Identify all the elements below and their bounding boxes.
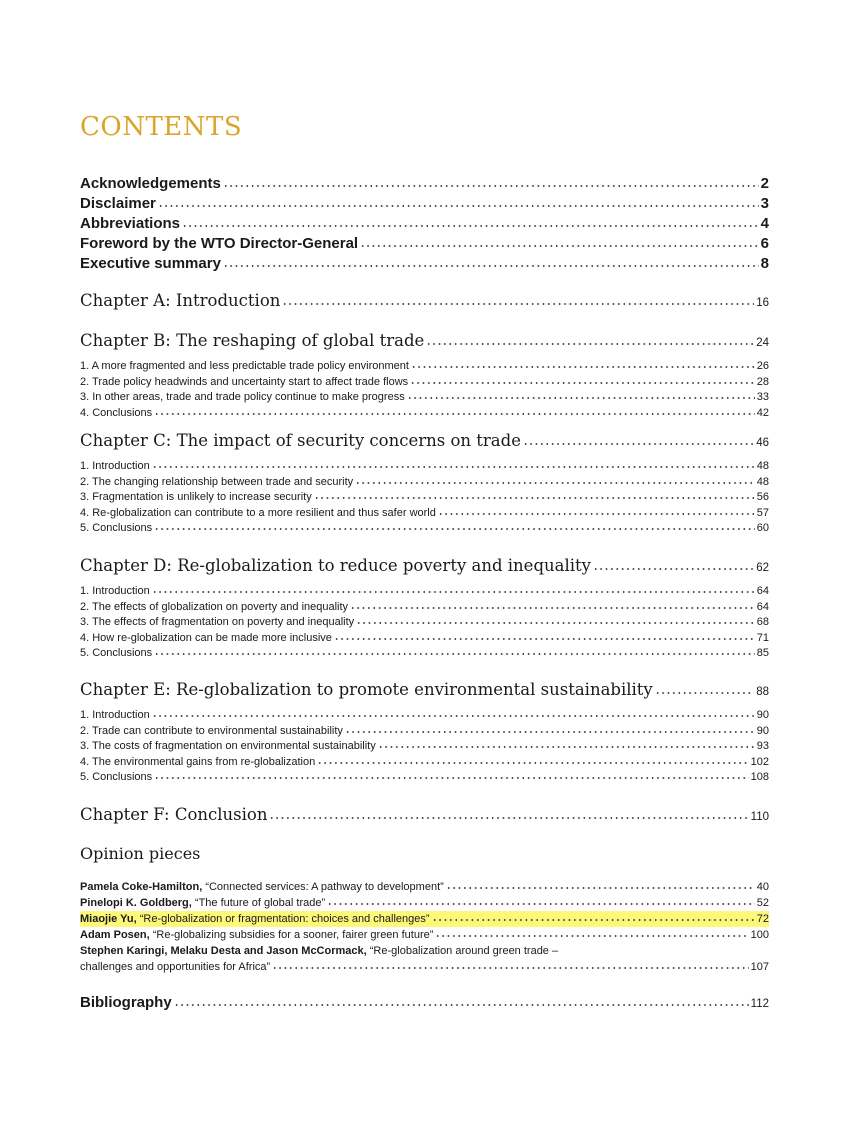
toc-entry-chapter[interactable]: Chapter B: The reshaping of global trade… [80, 331, 769, 350]
opinion-entry[interactable]: Stephen Karingi, Melaku Desta and Jason … [80, 945, 559, 957]
toc-entry-abbreviations[interactable]: Abbreviations 4 [80, 215, 769, 232]
toc-entry-section[interactable]: 3. The costs of fragmentation on environ… [80, 740, 769, 753]
toc-entry-chapter[interactable]: Chapter A: Introduction 16 [80, 291, 769, 310]
dot-leader [313, 496, 755, 501]
chapter-section: Chapter B: The reshaping of global trade… [80, 330, 769, 421]
toc-entry-chapter[interactable]: Chapter F: Conclusion 110 [80, 805, 769, 824]
toc-entry-section[interactable]: 5. Conclusions 85 [80, 647, 769, 660]
opinion-entry-highlighted[interactable]: Miaojie Yu, “Re-globalization or fragmen… [80, 911, 769, 927]
bibliography-section: Bibliography 112 [80, 993, 769, 1013]
toc-entry-chapter[interactable]: Chapter D: Re-globalization to reduce po… [80, 556, 769, 575]
chapter-section: Chapter F: Conclusion 110 [80, 804, 769, 826]
opinion-entry[interactable]: Adam Posen, “Re-globalizing subsidies fo… [80, 929, 769, 941]
dot-leader [154, 776, 749, 781]
toc-entry-section[interactable]: 5. Conclusions 108 [80, 771, 769, 784]
dot-leader [410, 365, 755, 369]
dot-leader [269, 816, 749, 820]
dot-leader [654, 691, 755, 695]
dot-leader [151, 714, 755, 718]
opinion-pieces-heading: Opinion pieces [80, 844, 201, 863]
front-matter: Acknowledgements 2 Disclaimer 3 Abbreviati… [80, 174, 769, 274]
dot-leader [435, 934, 749, 938]
toc-entry-foreword[interactable]: Foreword by the WTO Director-General 6 [80, 235, 769, 252]
dot-leader [182, 224, 759, 228]
dot-leader [317, 760, 749, 765]
dot-leader [154, 527, 755, 532]
dot-leader [355, 480, 755, 485]
toc-entry-section[interactable]: 2. Trade can contribute to environmental… [80, 724, 769, 737]
dot-leader [445, 886, 755, 890]
dot-leader [437, 511, 755, 516]
dot-leader [222, 264, 759, 268]
dot-leader [173, 1003, 749, 1007]
toc-entry-section[interactable]: 1. A more fragmented and less predictabl… [80, 360, 769, 372]
page-title: CONTENTS [80, 112, 243, 142]
chapter-section: Chapter C: The impact of security concer… [80, 430, 769, 537]
dot-leader [327, 902, 755, 906]
toc-entry-section[interactable]: 1. Introduction 48 [80, 460, 769, 472]
chapter-section: Chapter E: Re-globalization to promote e… [80, 679, 769, 786]
opinion-entry-continued[interactable]: challenges and opportunities for Africa”… [80, 961, 769, 973]
toc-entry-section[interactable]: 3. In other areas, trade and trade polic… [80, 391, 769, 404]
toc-entry-section[interactable]: 3. The effects of fragmentation on pover… [80, 616, 769, 629]
dot-leader [592, 567, 755, 571]
toc-entry-acknowledgements[interactable]: Acknowledgements 2 [80, 175, 769, 192]
dot-leader [151, 590, 755, 594]
toc-entry-section[interactable]: 2. The changing relationship between tra… [80, 475, 769, 488]
dot-leader [350, 605, 755, 610]
dot-leader [360, 244, 759, 248]
toc-entry-section[interactable]: 1. Introduction 64 [80, 585, 769, 597]
dot-leader [222, 184, 759, 188]
dot-leader [282, 302, 755, 306]
opinion-entry[interactable]: Pamela Coke-Hamilton, “Connected service… [80, 881, 769, 893]
toc-entry-section[interactable]: 4. Conclusions 42 [80, 406, 769, 419]
toc-entry-bibliography[interactable]: Bibliography 112 [80, 994, 769, 1011]
toc-entry-section[interactable]: 2. Trade policy headwinds and uncertaint… [80, 375, 769, 388]
dot-leader [154, 411, 755, 416]
toc-entry-chapter[interactable]: Chapter E: Re-globalization to promote e… [80, 680, 769, 699]
opinion-pieces-list: Pamela Coke-Hamilton, “Connected service… [80, 879, 769, 975]
dot-leader [272, 966, 749, 970]
dot-leader [157, 204, 759, 208]
dot-leader [522, 442, 755, 446]
toc-entry-chapter[interactable]: Chapter C: The impact of security concer… [80, 431, 769, 450]
toc-entry-section[interactable]: 4. The environmental gains from re-globa… [80, 755, 769, 768]
opinion-entry[interactable]: Pinelopi K. Goldberg, “The future of glo… [80, 897, 769, 909]
toc-entry-disclaimer[interactable]: Disclaimer 3 [80, 195, 769, 212]
dot-leader [344, 729, 755, 734]
toc-entry-section[interactable]: 1. Introduction 90 [80, 709, 769, 721]
chapter-section: Chapter D: Re-globalization to reduce po… [80, 555, 769, 662]
dot-leader [356, 621, 755, 626]
chapter-section: Chapter A: Introduction 16 [80, 290, 769, 312]
toc-entry-section[interactable]: 4. How re-globalization can be made more… [80, 631, 769, 644]
dot-leader [406, 396, 755, 401]
dot-leader [431, 918, 755, 922]
dot-leader [154, 652, 755, 657]
dot-leader [426, 342, 755, 346]
dot-leader [151, 465, 755, 469]
toc-entry-section[interactable]: 4. Re-globalization can contribute to a … [80, 506, 769, 519]
dot-leader [333, 636, 755, 641]
toc-entry-section[interactable]: 3. Fragmentation is unlikely to increase… [80, 491, 769, 504]
toc-entry-executive-summary[interactable]: Executive summary 8 [80, 255, 769, 272]
toc-entry-section[interactable]: 5. Conclusions 60 [80, 522, 769, 535]
toc-entry-section[interactable]: 2. The effects of globalization on pover… [80, 600, 769, 613]
dot-leader [410, 380, 755, 385]
dot-leader [377, 745, 755, 750]
